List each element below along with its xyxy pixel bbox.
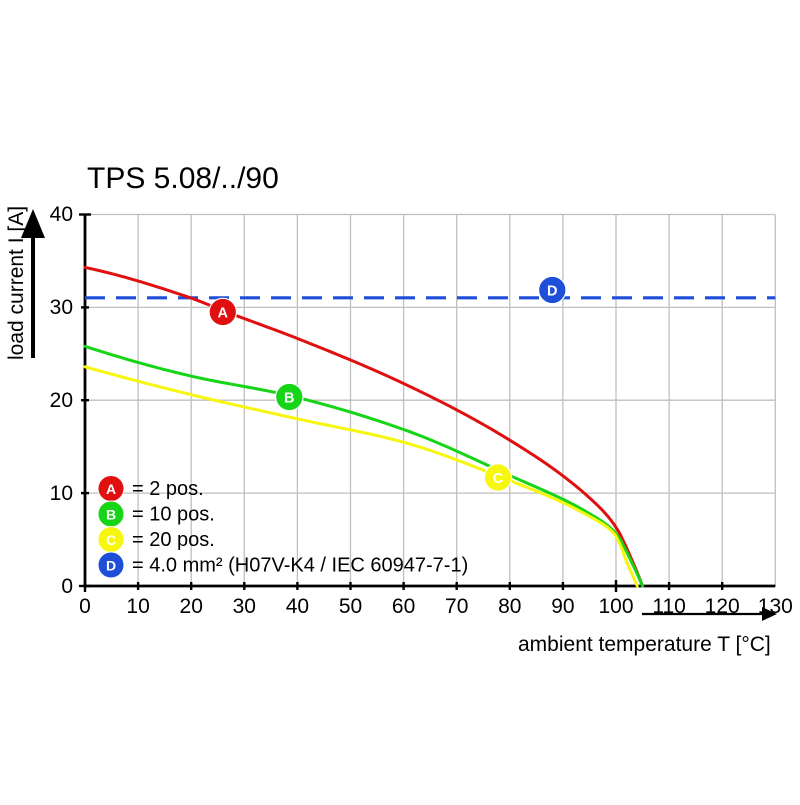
svg-text:B: B — [284, 391, 294, 407]
svg-text:C: C — [106, 532, 116, 548]
svg-text:10: 10 — [126, 595, 149, 618]
svg-text:= 2 pos.: = 2 pos. — [132, 478, 204, 500]
svg-text:80: 80 — [498, 595, 521, 618]
svg-text:TPS 5.08/../90: TPS 5.08/../90 — [87, 162, 279, 195]
svg-text:B: B — [106, 507, 116, 523]
svg-text:= 20 pos.: = 20 pos. — [132, 529, 215, 551]
svg-text:60: 60 — [392, 595, 415, 618]
svg-text:30: 30 — [233, 595, 256, 618]
svg-text:40: 40 — [50, 203, 73, 226]
svg-text:C: C — [493, 471, 504, 487]
svg-text:10: 10 — [50, 482, 73, 505]
svg-text:40: 40 — [286, 595, 309, 618]
svg-text:70: 70 — [445, 595, 468, 618]
svg-text:D: D — [547, 284, 557, 300]
svg-text:20: 20 — [50, 389, 73, 412]
svg-text:load current I [A]: load current I [A] — [5, 206, 28, 360]
svg-text:D: D — [106, 558, 116, 574]
svg-text:50: 50 — [339, 595, 362, 618]
svg-text:= 10 pos.: = 10 pos. — [132, 504, 215, 526]
svg-text:30: 30 — [50, 296, 73, 319]
svg-text:20: 20 — [180, 595, 203, 618]
svg-text:A: A — [218, 306, 229, 322]
svg-text:= 4.0 mm² (H07V-K4 / IEC 60947: = 4.0 mm² (H07V-K4 / IEC 60947-7-1) — [132, 555, 468, 577]
svg-text:90: 90 — [551, 595, 574, 618]
svg-text:0: 0 — [79, 595, 91, 618]
svg-text:ambient temperature T [°C]: ambient temperature T [°C] — [518, 633, 771, 656]
svg-text:100: 100 — [598, 595, 633, 618]
svg-text:A: A — [106, 481, 116, 497]
svg-text:0: 0 — [61, 575, 73, 598]
